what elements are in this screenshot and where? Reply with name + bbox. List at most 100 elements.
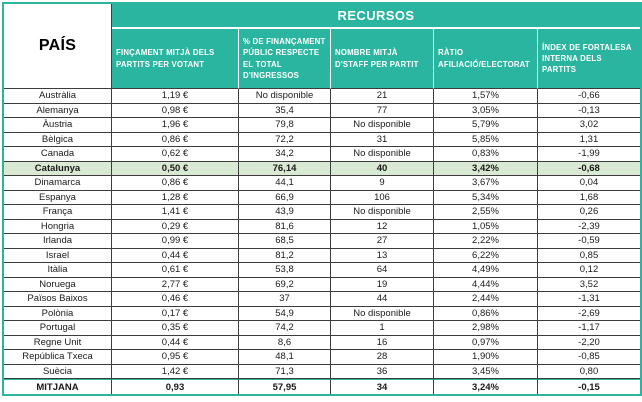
value-cell-pct-financament-public: 74,2: [239, 321, 331, 336]
table-row: Suècia 1,42 €71,3 36 3,45% 0,80: [4, 364, 640, 379]
value-cell-pct-financament-public: 81,2: [239, 248, 331, 263]
table-row: Portugal 0,35 €74,2 1 2,98% -1,17: [4, 321, 640, 336]
country-cell: Israel: [4, 248, 112, 263]
country-header-label: PAÍS: [38, 37, 77, 54]
value-cell-index-fortalesa: -0,66: [538, 89, 640, 104]
country-cell: Espanya: [4, 190, 112, 205]
value-cell-financament-per-votant: 2,77 €: [112, 277, 239, 292]
table-row: Alemanya 0,98 €35,4 77 3,05% -0,13: [4, 103, 640, 118]
country-cell: MITJANA: [4, 379, 112, 394]
table-row: Noruega 2,77 €69,2 19 4,44% 3,52: [4, 277, 640, 292]
value-cell-pct-financament-public: 44,1: [239, 176, 331, 191]
value-cell-pct-financament-public: 37: [239, 292, 331, 307]
table-row: Espanya 1,28 €66,9 106 5,34% 1,68: [4, 190, 640, 205]
value-cell-pct-financament-public: No disponible: [239, 89, 331, 104]
country-cell: República Txeca: [4, 350, 112, 365]
value-cell-pct-financament-public: 79,8: [239, 118, 331, 133]
value-cell-staff-per-partit: 13: [331, 248, 434, 263]
value-cell-ratio-afiliacio-electorat: 0,86%: [434, 306, 538, 321]
table-row: França 1,41 €43,9 No disponible 2,55% 0,26: [4, 205, 640, 220]
column-header-label: FINÇAMENT MITJÀ DELS PARTITS PER VOTANT: [116, 48, 215, 69]
table-header: PAÍS RECURSOS FINÇAMENT MITJÀ DELS PARTI…: [4, 4, 640, 89]
value-cell-index-fortalesa: 3,52: [538, 278, 640, 292]
column-header-label: % DE FINANÇAMENT PÚBLIC RESPECTE EL TOTA…: [243, 36, 326, 80]
value-cell-staff-per-partit: 19: [331, 277, 434, 292]
table-row: Regne Unit 0,44 €8,6 16 0,97% -2,20: [4, 335, 640, 350]
country-cell: França: [4, 205, 112, 220]
recursos-table: PAÍS RECURSOS FINÇAMENT MITJÀ DELS PARTI…: [2, 2, 642, 396]
value-cell-staff-per-partit: 12: [331, 219, 434, 234]
value-cell-staff-per-partit: 28: [331, 350, 434, 365]
value-cell-pct-financament-public: 68,5: [239, 234, 331, 249]
value-cell-ratio-afiliacio-electorat: 0,97%: [434, 335, 538, 350]
value-cell-pct-financament-public: 34,2: [239, 147, 331, 162]
table-title-label: RECURSOS: [337, 8, 415, 23]
value-cell-financament-per-votant: 0,86 €: [112, 132, 239, 147]
column-header-index-fortalesa: ÍNDEX DE FORTALESA INTERNA DELS PARTITS: [538, 29, 640, 89]
value-cell-index-fortalesa: -1,17: [538, 321, 640, 336]
value-cell-pct-financament-public: 57,95: [239, 379, 331, 394]
column-header-financament-per-votant: FINÇAMENT MITJÀ DELS PARTITS PER VOTANT: [112, 29, 239, 89]
country-cell: Itàlia: [4, 263, 112, 278]
value-cell-financament-per-votant: 0,61 €: [112, 263, 239, 278]
value-cell-pct-financament-public: 8,6: [239, 335, 331, 350]
value-cell-staff-per-partit: 64: [331, 263, 434, 278]
value-cell-staff-per-partit: 40: [331, 161, 434, 176]
value-cell-index-fortalesa: 0,12: [538, 263, 640, 278]
value-cell-pct-financament-public: 48,1: [239, 350, 331, 365]
country-cell: Àustria: [4, 118, 112, 133]
value-cell-index-fortalesa: -2,20: [538, 336, 640, 350]
value-cell-ratio-afiliacio-electorat: 3,24%: [434, 379, 538, 394]
value-cell-staff-per-partit: 21: [331, 89, 434, 104]
value-cell-staff-per-partit: No disponible: [331, 118, 434, 133]
column-header-pct-financament-public: % DE FINANÇAMENT PÚBLIC RESPECTE EL TOTA…: [239, 29, 331, 89]
value-cell-financament-per-votant: 0,17 €: [112, 306, 239, 321]
value-cell-staff-per-partit: 16: [331, 335, 434, 350]
value-cell-financament-per-votant: 0,44 €: [112, 248, 239, 263]
value-cell-index-fortalesa: 0,26: [538, 205, 640, 220]
value-cell-staff-per-partit: No disponible: [331, 306, 434, 321]
column-header-label: ÍNDEX DE FORTALESA INTERNA DELS PARTITS: [542, 42, 632, 75]
value-cell-financament-per-votant: 0,95 €: [112, 350, 239, 365]
country-cell: Alemanya: [4, 103, 112, 118]
value-cell-index-fortalesa: -0,85: [538, 350, 640, 365]
value-cell-index-fortalesa: 3,02: [538, 118, 640, 133]
value-cell-ratio-afiliacio-electorat: 1,05%: [434, 219, 538, 234]
value-cell-staff-per-partit: 106: [331, 190, 434, 205]
country-cell: Suècia: [4, 364, 112, 379]
value-cell-ratio-afiliacio-electorat: 5,34%: [434, 190, 538, 205]
value-cell-index-fortalesa: -0,59: [538, 234, 640, 249]
value-cell-ratio-afiliacio-electorat: 5,85%: [434, 132, 538, 147]
value-cell-staff-per-partit: 31: [331, 132, 434, 147]
country-cell: Polònia: [4, 306, 112, 321]
country-cell: Hongria: [4, 219, 112, 234]
value-cell-ratio-afiliacio-electorat: 2,55%: [434, 205, 538, 220]
value-cell-staff-per-partit: 34: [331, 379, 434, 394]
country-cell: Països Baixos: [4, 292, 112, 307]
value-cell-staff-per-partit: 36: [331, 364, 434, 379]
table-row: Països Baixos 0,46 €37 44 2,44% -1,31: [4, 292, 640, 307]
value-cell-staff-per-partit: 1: [331, 321, 434, 336]
value-cell-staff-per-partit: No disponible: [331, 147, 434, 162]
table-row: Israel 0,44 €81,2 13 6,22% 0,85: [4, 248, 640, 263]
value-cell-index-fortalesa: -1,31: [538, 292, 640, 307]
value-cell-index-fortalesa: -2,39: [538, 220, 640, 234]
table-row: Catalunya 0,50 €76,14 40 3,42% -0,68: [4, 161, 640, 176]
table-row: Hongria 0,29 €81,6 12 1,05% -2,39: [4, 219, 640, 234]
column-header-staff-per-partit: NOMBRE MITJÀ D'STAFF PER PARTIT: [331, 29, 434, 89]
country-column-header: PAÍS: [4, 4, 112, 89]
table-row: Irlanda 0,99 €68,5 27 2,22% -0,59: [4, 234, 640, 249]
value-cell-financament-per-votant: 0,35 €: [112, 321, 239, 336]
value-cell-pct-financament-public: 72,2: [239, 132, 331, 147]
value-cell-pct-financament-public: 76,14: [239, 161, 331, 176]
value-cell-pct-financament-public: 54,9: [239, 306, 331, 321]
value-cell-ratio-afiliacio-electorat: 3,05%: [434, 103, 538, 118]
value-cell-staff-per-partit: 77: [331, 103, 434, 118]
value-cell-ratio-afiliacio-electorat: 4,44%: [434, 277, 538, 292]
value-cell-staff-per-partit: No disponible: [331, 205, 434, 220]
value-cell-staff-per-partit: 44: [331, 292, 434, 307]
value-cell-financament-per-votant: 0,29 €: [112, 219, 239, 234]
value-cell-financament-per-votant: 0,93: [112, 379, 239, 394]
value-cell-ratio-afiliacio-electorat: 6,22%: [434, 248, 538, 263]
